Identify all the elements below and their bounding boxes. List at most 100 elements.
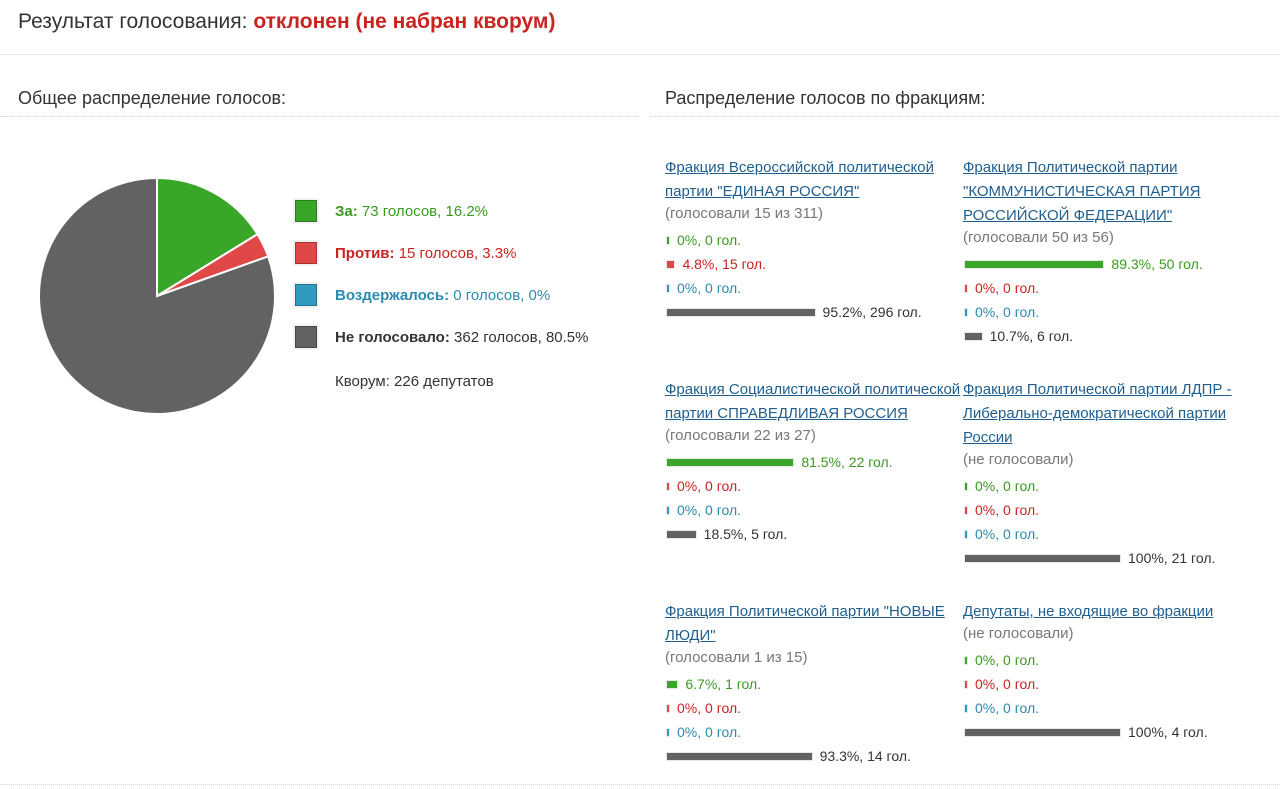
faction-block: Фракция Политической партии "КОММУНИСТИЧ…	[963, 156, 1263, 348]
faction-block: Депутаты, не входящие во фракции (не голо…	[963, 603, 1263, 744]
bar-for	[965, 656, 967, 664]
legend-label: За:	[335, 203, 358, 220]
legend-value: 0 голосов, 0%	[449, 287, 551, 304]
bar-row-against: 0%, 0 гол.	[665, 474, 965, 498]
bar-against	[965, 506, 967, 514]
legend-label: Воздержалось:	[335, 287, 450, 304]
bar-value-label: 0%, 0 гол.	[975, 526, 1040, 543]
legend-text-abstain: Воздержалось: 0 голосов, 0%	[335, 287, 550, 304]
faction-link[interactable]: Фракция Всероссийской политической парти…	[665, 159, 934, 200]
bottom-divider	[0, 784, 1280, 785]
legend-label: Не голосовало:	[335, 329, 450, 346]
bar-value-label: 6.7%, 1 гол.	[685, 676, 762, 693]
faction-bars: 89.3%, 50 гол. 0%, 0 гол. 0%, 0 гол. 10.7%,…	[963, 252, 1263, 348]
bar-row-abstain: 0%, 0 гол.	[963, 300, 1263, 324]
bar-row-against: 0%, 0 гол.	[665, 696, 965, 720]
factions-divider	[650, 116, 1280, 117]
faction-block: Фракция Всероссийской политической парти…	[665, 156, 965, 324]
bar-for	[965, 482, 967, 490]
bar-value-label: 0%, 0 гол.	[975, 478, 1040, 495]
bar-value-label: 100%, 21 гол.	[1128, 550, 1216, 567]
bar-value-label: 95.2%, 296 гол.	[822, 304, 922, 321]
faction-voted-count: (не голосовали)	[963, 625, 1074, 642]
faction-block: Фракция Политической партии "НОВЫЕ ЛЮДИ"…	[665, 600, 965, 768]
bar-value-label: 4.8%, 15 гол.	[682, 256, 766, 273]
bar-row-for: 0%, 0 гол.	[963, 648, 1263, 672]
legend-value: 73 голосов, 16.2%	[357, 203, 489, 220]
faction-link[interactable]: Депутаты, не входящие во фракции	[963, 603, 1214, 620]
bar-value-label: 10.7%, 6 гол.	[989, 328, 1074, 345]
result-header: Результат голосования: отклонен (не набр…	[18, 10, 555, 34]
bar-value-label: 0%, 0 гол.	[677, 502, 742, 519]
faction-bars: 0%, 0 гол. 0%, 0 гол. 0%, 0 гол. 100%, 21 г…	[963, 474, 1263, 570]
bar-absent	[667, 752, 812, 760]
bar-row-absent: 100%, 4 гол.	[963, 720, 1263, 744]
bar-value-label: 0%, 0 гол.	[975, 676, 1040, 693]
bar-value-label: 93.3%, 14 гол.	[819, 748, 911, 765]
faction-voted-count: (голосовали 1 из 15)	[665, 649, 808, 666]
bar-value-label: 18.5%, 5 гол.	[703, 526, 788, 543]
bar-abstain	[965, 704, 967, 712]
legend-swatch-absent	[295, 326, 317, 348]
bar-row-absent: 10.7%, 6 гол.	[963, 324, 1263, 348]
bar-value-label: 89.3%, 50 гол.	[1111, 256, 1203, 273]
bar-row-against: 4.8%, 15 гол.	[665, 252, 965, 276]
bar-absent	[965, 728, 1120, 736]
bar-value-label: 81.5%, 22 гол.	[801, 454, 893, 471]
faction-bars: 0%, 0 гол. 4.8%, 15 гол. 0%, 0 гол. 95.2%, …	[665, 228, 965, 324]
bar-row-abstain: 0%, 0 гол.	[665, 720, 965, 744]
bar-row-absent: 93.3%, 14 гол.	[665, 744, 965, 768]
faction-voted-count: (голосовали 50 из 56)	[963, 229, 1114, 246]
overall-divider	[0, 116, 640, 117]
bar-abstain	[667, 284, 669, 292]
overall-title: Общее распределение голосов:	[18, 88, 287, 108]
factions-title: Распределение голосов по фракциям:	[665, 88, 986, 108]
legend-swatch-against	[295, 242, 317, 264]
bar-row-against: 0%, 0 гол.	[963, 276, 1263, 300]
bar-value-label: 0%, 0 гол.	[975, 502, 1040, 519]
bar-row-abstain: 0%, 0 гол.	[963, 696, 1263, 720]
bar-abstain	[965, 308, 967, 316]
result-label: Результат голосования:	[18, 10, 248, 33]
bar-row-against: 0%, 0 гол.	[963, 498, 1263, 522]
legend-text-for: За: 73 голосов, 16.2%	[335, 203, 488, 220]
bar-value-label: 100%, 4 гол.	[1128, 724, 1208, 741]
header-divider	[0, 54, 1280, 55]
bar-row-absent: 95.2%, 296 гол.	[665, 300, 965, 324]
bar-for	[965, 260, 1104, 268]
faction-block: Фракция Социалистической политической па…	[665, 378, 965, 546]
bar-value-label: 0%, 0 гол.	[677, 232, 742, 249]
legend-swatch-abstain	[295, 284, 317, 306]
faction-link[interactable]: Фракция Политической партии "КОММУНИСТИЧ…	[963, 159, 1201, 224]
bar-value-label: 0%, 0 гол.	[677, 724, 742, 741]
vote-pie-chart	[38, 177, 276, 415]
bar-absent	[667, 308, 815, 316]
bar-for	[667, 458, 794, 466]
faction-link[interactable]: Фракция Социалистической политической па…	[665, 381, 961, 422]
faction-bars: 6.7%, 1 гол. 0%, 0 гол. 0%, 0 гол. 93.3%, 1…	[665, 672, 965, 768]
legend-label: Против:	[335, 245, 395, 262]
bar-absent	[965, 554, 1120, 562]
bar-row-absent: 18.5%, 5 гол.	[665, 522, 965, 546]
bar-against	[667, 482, 669, 490]
faction-voted-count: (не голосовали)	[963, 451, 1074, 468]
faction-voted-count: (голосовали 22 из 27)	[665, 427, 816, 444]
bar-row-for: 89.3%, 50 гол.	[963, 252, 1263, 276]
faction-link[interactable]: Фракция Политической партии "НОВЫЕ ЛЮДИ"	[665, 603, 945, 644]
legend-swatch-for	[295, 200, 317, 222]
bar-abstain	[667, 728, 669, 736]
bar-abstain	[667, 506, 669, 514]
legend-value: 15 голосов, 3.3%	[394, 245, 517, 262]
bar-value-label: 0%, 0 гол.	[677, 478, 742, 495]
faction-link[interactable]: Фракция Политической партии ЛДПР - Либер…	[963, 381, 1232, 446]
bar-value-label: 0%, 0 гол.	[975, 280, 1040, 297]
bar-for	[667, 236, 669, 244]
bar-value-label: 0%, 0 гол.	[975, 652, 1040, 669]
faction-bars: 0%, 0 гол. 0%, 0 гол. 0%, 0 гол. 100%, 4 го…	[963, 648, 1263, 744]
bar-row-for: 0%, 0 гол.	[665, 228, 965, 252]
bar-row-abstain: 0%, 0 гол.	[963, 522, 1263, 546]
bar-row-for: 6.7%, 1 гол.	[665, 672, 965, 696]
bar-against	[965, 680, 967, 688]
bar-row-abstain: 0%, 0 гол.	[665, 498, 965, 522]
bar-value-label: 0%, 0 гол.	[677, 700, 742, 717]
